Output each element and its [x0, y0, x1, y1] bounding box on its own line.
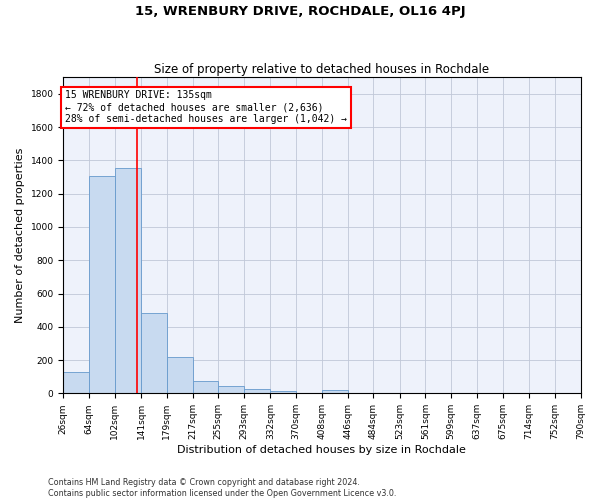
Text: 15 WRENBURY DRIVE: 135sqm
← 72% of detached houses are smaller (2,636)
28% of se: 15 WRENBURY DRIVE: 135sqm ← 72% of detac… — [65, 90, 347, 124]
Bar — [193, 381, 218, 394]
Bar — [244, 388, 271, 394]
Text: Contains HM Land Registry data © Crown copyright and database right 2024.
Contai: Contains HM Land Registry data © Crown c… — [48, 478, 397, 498]
Title: Size of property relative to detached houses in Rochdale: Size of property relative to detached ho… — [154, 63, 490, 76]
Y-axis label: Number of detached properties: Number of detached properties — [15, 148, 25, 323]
Bar — [115, 168, 141, 394]
Bar — [63, 372, 89, 394]
Bar — [218, 386, 244, 394]
Text: 15, WRENBURY DRIVE, ROCHDALE, OL16 4PJ: 15, WRENBURY DRIVE, ROCHDALE, OL16 4PJ — [134, 5, 466, 18]
Bar — [322, 390, 347, 394]
X-axis label: Distribution of detached houses by size in Rochdale: Distribution of detached houses by size … — [178, 445, 466, 455]
Bar — [271, 391, 296, 394]
Bar — [167, 356, 193, 394]
Bar — [141, 314, 167, 394]
Bar — [89, 176, 115, 394]
